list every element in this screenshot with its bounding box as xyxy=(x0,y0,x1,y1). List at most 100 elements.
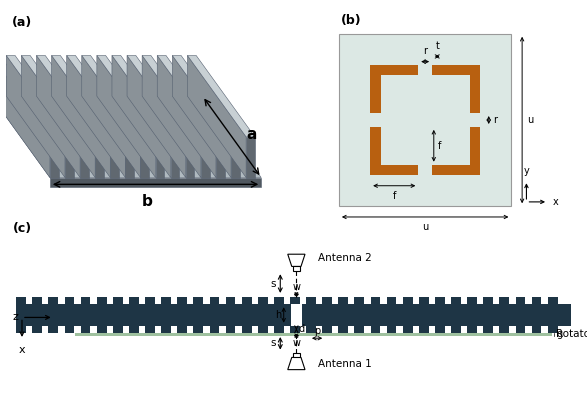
Bar xyxy=(293,267,300,271)
Bar xyxy=(435,326,445,333)
Bar xyxy=(113,326,123,333)
Bar xyxy=(97,296,107,304)
Polygon shape xyxy=(127,55,194,137)
Text: y: y xyxy=(524,166,529,176)
Bar xyxy=(80,296,90,304)
Bar xyxy=(145,326,155,333)
Polygon shape xyxy=(173,55,231,178)
Polygon shape xyxy=(0,55,59,137)
Bar xyxy=(370,75,380,113)
Bar xyxy=(370,65,419,75)
Bar xyxy=(403,296,413,304)
Polygon shape xyxy=(173,55,239,137)
Polygon shape xyxy=(112,55,171,178)
Bar xyxy=(370,165,419,175)
Text: w: w xyxy=(292,338,301,348)
Polygon shape xyxy=(112,55,180,137)
Polygon shape xyxy=(52,55,110,178)
Text: p: p xyxy=(314,326,321,336)
Polygon shape xyxy=(50,137,59,178)
Polygon shape xyxy=(36,55,95,178)
Bar xyxy=(467,326,477,333)
Bar xyxy=(242,296,251,304)
Bar xyxy=(548,296,558,304)
Text: s: s xyxy=(271,279,276,289)
Bar xyxy=(16,296,26,304)
Polygon shape xyxy=(201,137,210,178)
Bar xyxy=(161,326,171,333)
Polygon shape xyxy=(80,137,89,178)
Bar xyxy=(65,296,75,304)
Bar xyxy=(338,296,348,304)
Text: (a): (a) xyxy=(12,16,32,29)
Polygon shape xyxy=(67,55,126,178)
Polygon shape xyxy=(157,55,225,137)
Bar xyxy=(258,296,268,304)
Bar xyxy=(129,326,139,333)
Bar xyxy=(193,326,203,333)
Bar xyxy=(177,326,187,333)
Polygon shape xyxy=(216,137,225,178)
Bar xyxy=(32,296,42,304)
Bar xyxy=(274,326,284,333)
Polygon shape xyxy=(50,178,261,187)
Text: u: u xyxy=(422,222,429,232)
Bar xyxy=(322,296,332,304)
Bar xyxy=(470,75,480,113)
Bar xyxy=(97,326,107,333)
Polygon shape xyxy=(82,55,140,178)
Text: u: u xyxy=(528,115,534,125)
Bar xyxy=(515,326,525,333)
Bar xyxy=(177,296,187,304)
Bar xyxy=(355,326,365,333)
Polygon shape xyxy=(67,55,134,137)
Polygon shape xyxy=(21,55,80,178)
Bar xyxy=(80,326,90,333)
Text: b: b xyxy=(141,194,152,209)
Polygon shape xyxy=(6,55,65,178)
Text: a: a xyxy=(247,126,257,142)
Text: (c): (c) xyxy=(13,221,32,235)
Bar xyxy=(467,296,477,304)
Bar xyxy=(419,296,429,304)
Bar xyxy=(306,326,316,333)
Bar xyxy=(403,326,413,333)
Bar xyxy=(532,296,541,304)
Polygon shape xyxy=(95,137,104,178)
Text: z: z xyxy=(13,312,19,322)
Text: Antenna 2: Antenna 2 xyxy=(318,253,372,263)
Bar xyxy=(306,296,316,304)
Bar xyxy=(451,296,461,304)
Bar xyxy=(290,296,300,304)
Polygon shape xyxy=(157,55,216,178)
Polygon shape xyxy=(110,137,119,178)
Bar xyxy=(225,296,235,304)
Polygon shape xyxy=(142,55,210,137)
Bar xyxy=(274,296,284,304)
Polygon shape xyxy=(36,55,104,137)
Polygon shape xyxy=(142,55,201,178)
Bar xyxy=(355,296,365,304)
Bar xyxy=(49,326,58,333)
Bar xyxy=(370,296,380,304)
Text: s: s xyxy=(271,338,276,348)
Bar xyxy=(548,326,558,333)
Polygon shape xyxy=(21,55,89,137)
Polygon shape xyxy=(126,137,134,178)
Text: r: r xyxy=(423,46,427,56)
Text: w: w xyxy=(292,282,301,292)
Text: Antenna 1: Antenna 1 xyxy=(318,359,372,369)
Bar xyxy=(500,326,510,333)
Text: x: x xyxy=(552,197,558,207)
Bar xyxy=(470,127,480,165)
Bar xyxy=(515,296,525,304)
Text: f: f xyxy=(438,141,441,151)
Bar xyxy=(338,326,348,333)
Text: d: d xyxy=(299,324,305,334)
Bar xyxy=(113,296,123,304)
Text: t: t xyxy=(436,41,439,51)
Text: x: x xyxy=(19,345,25,355)
Polygon shape xyxy=(185,137,194,178)
Bar xyxy=(210,296,220,304)
Bar xyxy=(500,296,510,304)
